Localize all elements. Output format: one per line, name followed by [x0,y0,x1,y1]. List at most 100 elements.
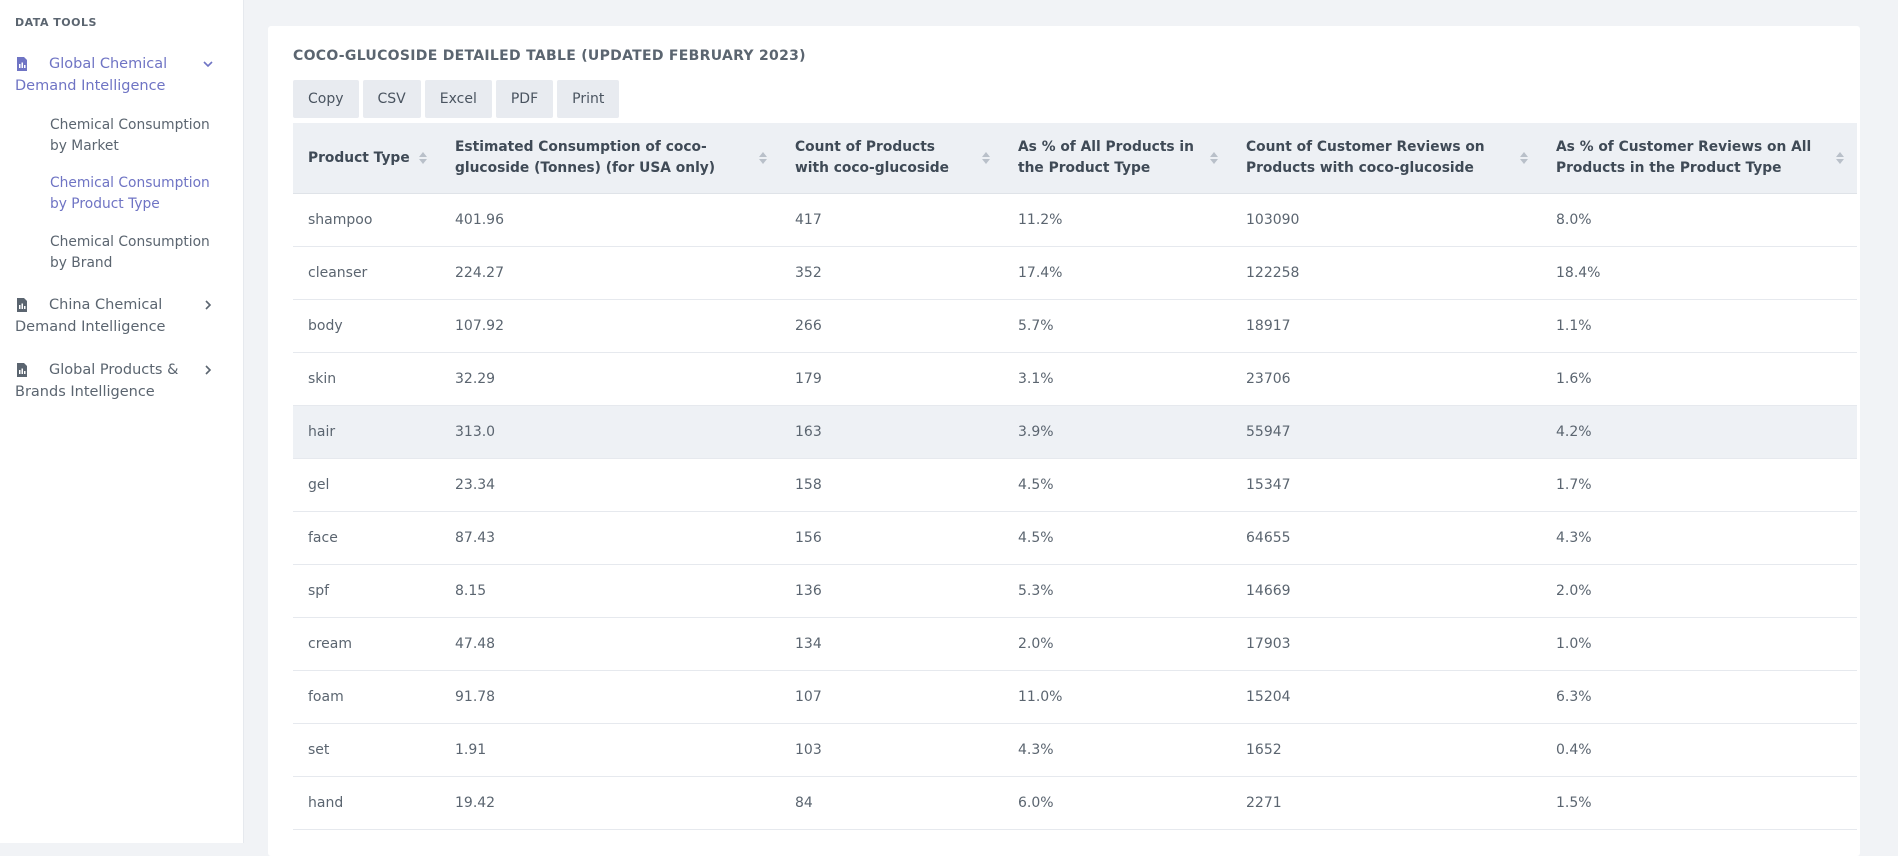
cell-count-of-products: 158 [780,458,1003,512]
table-row[interactable]: hand 19.42 84 6.0% 2271 1.5% [293,776,1857,830]
cell-pct-of-reviews: 1.5% [1541,776,1857,830]
sidebar-item-consumption-by-brand[interactable]: Chemical Consumption by Brand [50,234,210,271]
sidebar-item-consumption-by-product-type[interactable]: Chemical Consumption by Product Type [50,175,210,212]
cell-product-type: cream [293,617,440,671]
cell-count-of-products: 103 [780,723,1003,777]
table-row[interactable]: shampoo 401.96 417 11.2% 103090 8.0% [293,193,1857,247]
cell-pct-of-reviews: 1.1% [1541,299,1857,353]
document-icon [17,298,27,312]
table-header-row: Product Type Estimated Consumption of co… [293,123,1857,194]
column-header-count-of-reviews[interactable]: Count of Customer Reviews on Products wi… [1231,123,1541,194]
nav-group-label: Global Products & Brands Intelligence [15,362,179,400]
cell-pct-of-reviews: 1.7% [1541,458,1857,512]
nav-group-label: Global Chemical Demand Intelligence [15,56,168,94]
cell-pct-of-products: 5.3% [1003,564,1231,618]
cell-pct-of-products: 3.9% [1003,405,1231,459]
table-row[interactable]: gel 23.34 158 4.5% 15347 1.7% [293,458,1857,512]
column-header-pct-of-reviews[interactable]: As % of Customer Reviews on All Products… [1541,123,1857,194]
table-body: shampoo 401.96 417 11.2% 103090 8.0% cleanser 2… [293,193,1857,830]
cell-count-of-reviews: 23706 [1231,352,1541,406]
document-icon [17,57,27,71]
chevron-right-icon[interactable] [201,363,215,377]
pdf-button[interactable]: PDF [495,80,554,118]
table-row[interactable]: hair 313.0 163 3.9% 55947 4.2% [293,405,1857,459]
table-row[interactable]: spf 8.15 136 5.3% 14669 2.0% [293,564,1857,618]
nav-group-global-chemical[interactable]: Global Chemical Demand Intelligence [15,53,215,97]
cell-count-of-products: 134 [780,617,1003,671]
cell-product-type: face [293,511,440,565]
cell-estimated-consumption: 91.78 [440,670,780,724]
cell-pct-of-reviews: 4.2% [1541,405,1857,459]
sort-icon[interactable] [1519,151,1529,165]
column-header-pct-of-products[interactable]: As % of All Products in the Product Type [1003,123,1231,194]
print-button[interactable]: Print [557,80,620,118]
column-header-estimated-consumption[interactable]: Estimated Consumption of coco-glucoside … [440,123,780,194]
cell-pct-of-products: 17.4% [1003,246,1231,300]
excel-button[interactable]: Excel [424,80,492,118]
cell-count-of-reviews: 15347 [1231,458,1541,512]
cell-product-type: spf [293,564,440,618]
cell-count-of-reviews: 18917 [1231,299,1541,353]
cell-estimated-consumption: 313.0 [440,405,780,459]
table-card: COCO-GLUCOSIDE DETAILED TABLE (UPDATED F… [268,26,1860,856]
cell-pct-of-products: 2.0% [1003,617,1231,671]
column-header-count-of-products[interactable]: Count of Products with coco-glucoside [780,123,1003,194]
table-row[interactable]: skin 32.29 179 3.1% 23706 1.6% [293,352,1857,406]
column-header-label: Product Type [308,149,410,166]
cell-pct-of-reviews: 8.0% [1541,193,1857,247]
sort-icon[interactable] [1209,151,1219,165]
chevron-right-icon[interactable] [201,298,215,312]
sidebar: DATA TOOLS Global Chemical Demand Intell… [0,0,244,843]
table-row[interactable]: cleanser 224.27 352 17.4% 122258 18.4% [293,246,1857,300]
cell-count-of-reviews: 2271 [1231,776,1541,830]
cell-count-of-products: 266 [780,299,1003,353]
cell-count-of-reviews: 1652 [1231,723,1541,777]
nav-group-label: China Chemical Demand Intelligence [15,297,166,335]
sidebar-item-consumption-by-market[interactable]: Chemical Consumption by Market [50,117,210,154]
cell-count-of-products: 156 [780,511,1003,565]
cell-count-of-reviews: 14669 [1231,564,1541,618]
data-table: Product Type Estimated Consumption of co… [293,123,1857,830]
document-icon [17,363,27,377]
table-row[interactable]: cream 47.48 134 2.0% 17903 1.0% [293,617,1857,671]
cell-pct-of-reviews: 18.4% [1541,246,1857,300]
table-row[interactable]: set 1.91 103 4.3% 1652 0.4% [293,723,1857,777]
sort-icon[interactable] [1835,151,1845,165]
nav-group-global-products-brands[interactable]: Global Products & Brands Intelligence [15,359,215,403]
cell-product-type: hand [293,776,440,830]
nav-group-china-chemical[interactable]: China Chemical Demand Intelligence [15,294,215,338]
table-row[interactable]: foam 91.78 107 11.0% 15204 6.3% [293,670,1857,724]
cell-count-of-reviews: 103090 [1231,193,1541,247]
sort-icon[interactable] [981,151,991,165]
cell-product-type: gel [293,458,440,512]
cell-estimated-consumption: 23.34 [440,458,780,512]
cell-product-type: set [293,723,440,777]
cell-estimated-consumption: 47.48 [440,617,780,671]
cell-pct-of-products: 4.5% [1003,458,1231,512]
cell-estimated-consumption: 8.15 [440,564,780,618]
cell-count-of-products: 136 [780,564,1003,618]
cell-product-type: foam [293,670,440,724]
cell-pct-of-reviews: 4.3% [1541,511,1857,565]
column-header-product-type[interactable]: Product Type [293,123,440,194]
sort-icon[interactable] [758,151,768,165]
cell-count-of-products: 163 [780,405,1003,459]
cell-pct-of-reviews: 0.4% [1541,723,1857,777]
cell-pct-of-reviews: 2.0% [1541,564,1857,618]
cell-estimated-consumption: 32.29 [440,352,780,406]
export-toolbar: Copy CSV Excel PDF Print [293,80,620,118]
cell-pct-of-products: 4.3% [1003,723,1231,777]
csv-button[interactable]: CSV [362,80,421,118]
table-row[interactable]: body 107.92 266 5.7% 18917 1.1% [293,299,1857,353]
column-header-label: Estimated Consumption of coco-glucoside … [455,139,716,176]
cell-count-of-products: 417 [780,193,1003,247]
cell-estimated-consumption: 401.96 [440,193,780,247]
copy-button[interactable]: Copy [293,80,359,118]
table-row[interactable]: face 87.43 156 4.5% 64655 4.3% [293,511,1857,565]
cell-product-type: cleanser [293,246,440,300]
sort-icon[interactable] [418,151,428,165]
cell-pct-of-products: 5.7% [1003,299,1231,353]
cell-count-of-reviews: 17903 [1231,617,1541,671]
page-title: COCO-GLUCOSIDE DETAILED TABLE (UPDATED F… [293,48,806,64]
chevron-down-icon[interactable] [201,57,215,71]
